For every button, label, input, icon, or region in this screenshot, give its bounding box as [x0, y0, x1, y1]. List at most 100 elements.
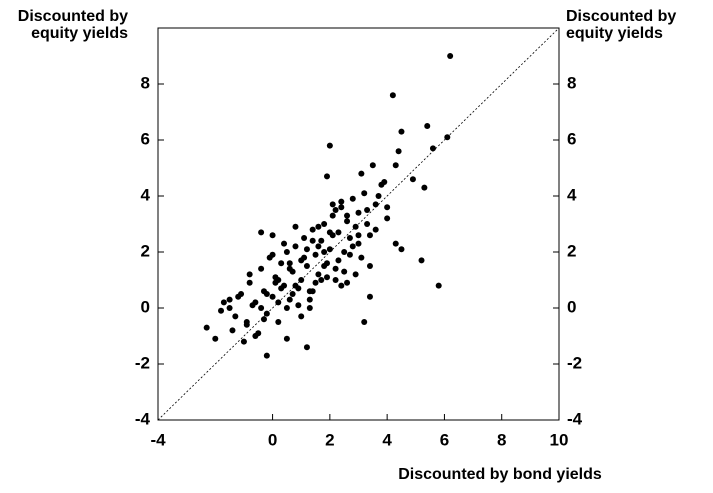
- scatter-point: [203, 324, 210, 331]
- scatter-point: [329, 201, 336, 208]
- scatter-point: [381, 179, 388, 185]
- scatter-point: [341, 268, 348, 275]
- scatter-point: [292, 243, 299, 250]
- y-tick-label: 4: [141, 185, 151, 204]
- scatter-point: [246, 279, 253, 286]
- scatter-point: [295, 302, 302, 309]
- scatter-point: [341, 249, 348, 255]
- y-tick-label: -2: [135, 353, 150, 372]
- scatter-point: [286, 265, 293, 272]
- scatter-point: [366, 293, 373, 300]
- scatter-point: [309, 237, 316, 244]
- scatter-point: [240, 338, 247, 345]
- scatter-point: [364, 221, 371, 227]
- x-tick-label: 2: [325, 430, 334, 449]
- scatter-point: [352, 271, 359, 278]
- scatter-point: [321, 263, 328, 269]
- scatter-point: [292, 223, 299, 230]
- scatter-point: [384, 215, 391, 222]
- scatter-point: [229, 327, 236, 334]
- y2-axis-label: Discounted by equity yields: [566, 8, 677, 42]
- x-tick-label: 0: [268, 430, 277, 449]
- y2-tick-label: -2: [567, 353, 582, 372]
- scatter-point: [263, 310, 270, 317]
- plot-frame: [157, 27, 560, 421]
- y2-tick-label: 4: [567, 185, 577, 204]
- scatter-point: [235, 293, 242, 300]
- scatter-point: [315, 223, 322, 230]
- y2-tick-label: 2: [567, 241, 576, 260]
- scatter-point: [315, 243, 322, 250]
- scatter-point: [286, 296, 293, 303]
- scatter-point: [392, 240, 399, 247]
- scatter-point: [398, 246, 405, 253]
- scatter-point: [303, 246, 310, 253]
- scatter-point: [326, 229, 333, 236]
- scatter-point: [335, 257, 342, 264]
- scatter-point: [361, 190, 368, 197]
- x-axis-label: Discounted by bond yields: [398, 466, 602, 483]
- scatter-point: [269, 251, 276, 258]
- scatter-point: [301, 254, 308, 261]
- y-tick-label: 6: [141, 129, 150, 148]
- reference-line: [157, 27, 560, 421]
- scatter-point: [252, 333, 259, 339]
- scatter-point: [246, 271, 253, 278]
- scatter-point: [398, 128, 405, 135]
- y-axis-label: Discounted by equity yields: [17, 8, 128, 42]
- scatter-point: [275, 299, 282, 306]
- scatter-point: [286, 260, 293, 267]
- scatter-point: [355, 240, 362, 247]
- scatter-point: [338, 198, 345, 205]
- scatter-point: [332, 277, 339, 283]
- scatter-point: [263, 291, 270, 297]
- scatter-point: [283, 305, 290, 311]
- scatter-point: [218, 307, 225, 314]
- scatter-point: [298, 277, 305, 283]
- scatter-point: [344, 212, 351, 219]
- scatter-point: [355, 209, 362, 216]
- y2-tick-label: -4: [567, 409, 583, 428]
- scatter-point: [258, 265, 265, 272]
- scatter-point: [355, 232, 362, 239]
- x-tick-label: 8: [497, 430, 506, 449]
- scatter-point: [338, 204, 345, 211]
- scatter-point: [326, 246, 333, 253]
- scatter-point: [220, 299, 227, 306]
- scatter-point: [258, 229, 265, 236]
- scatter-point: [435, 282, 442, 289]
- scatter-point: [361, 319, 368, 325]
- scatter-point: [258, 305, 265, 311]
- scatter-point: [275, 319, 282, 325]
- scatter-point: [289, 291, 296, 297]
- y2-tick-label: 0: [567, 297, 576, 316]
- scatter-point: [329, 212, 336, 219]
- x-tick-label: 10: [550, 430, 569, 449]
- scatter-point: [395, 148, 402, 155]
- scatter-point: [318, 237, 325, 244]
- scatter-point: [349, 195, 356, 202]
- y2-tick-label: 6: [567, 129, 576, 148]
- scatter-point: [418, 257, 425, 264]
- scatter-point: [346, 235, 353, 241]
- scatter-point: [275, 277, 282, 283]
- scatter-point: [278, 285, 285, 292]
- scatter-point: [323, 274, 330, 281]
- scatter-point: [303, 344, 310, 351]
- scatter-point: [346, 251, 353, 258]
- scatter-point: [301, 235, 308, 241]
- scatter-point: [344, 279, 351, 286]
- scatter-point: [444, 134, 451, 141]
- scatter-point: [364, 207, 371, 213]
- scatter-point: [375, 193, 382, 199]
- scatter-point: [292, 282, 299, 289]
- scatter-point: [447, 53, 454, 59]
- scatter-point: [344, 218, 351, 225]
- scatter-point: [309, 288, 316, 295]
- scatter-point: [306, 296, 313, 303]
- scatter-point: [303, 263, 310, 269]
- y-tick-label: 2: [141, 241, 150, 260]
- scatter-point: [335, 229, 342, 236]
- scatter-point: [226, 305, 233, 311]
